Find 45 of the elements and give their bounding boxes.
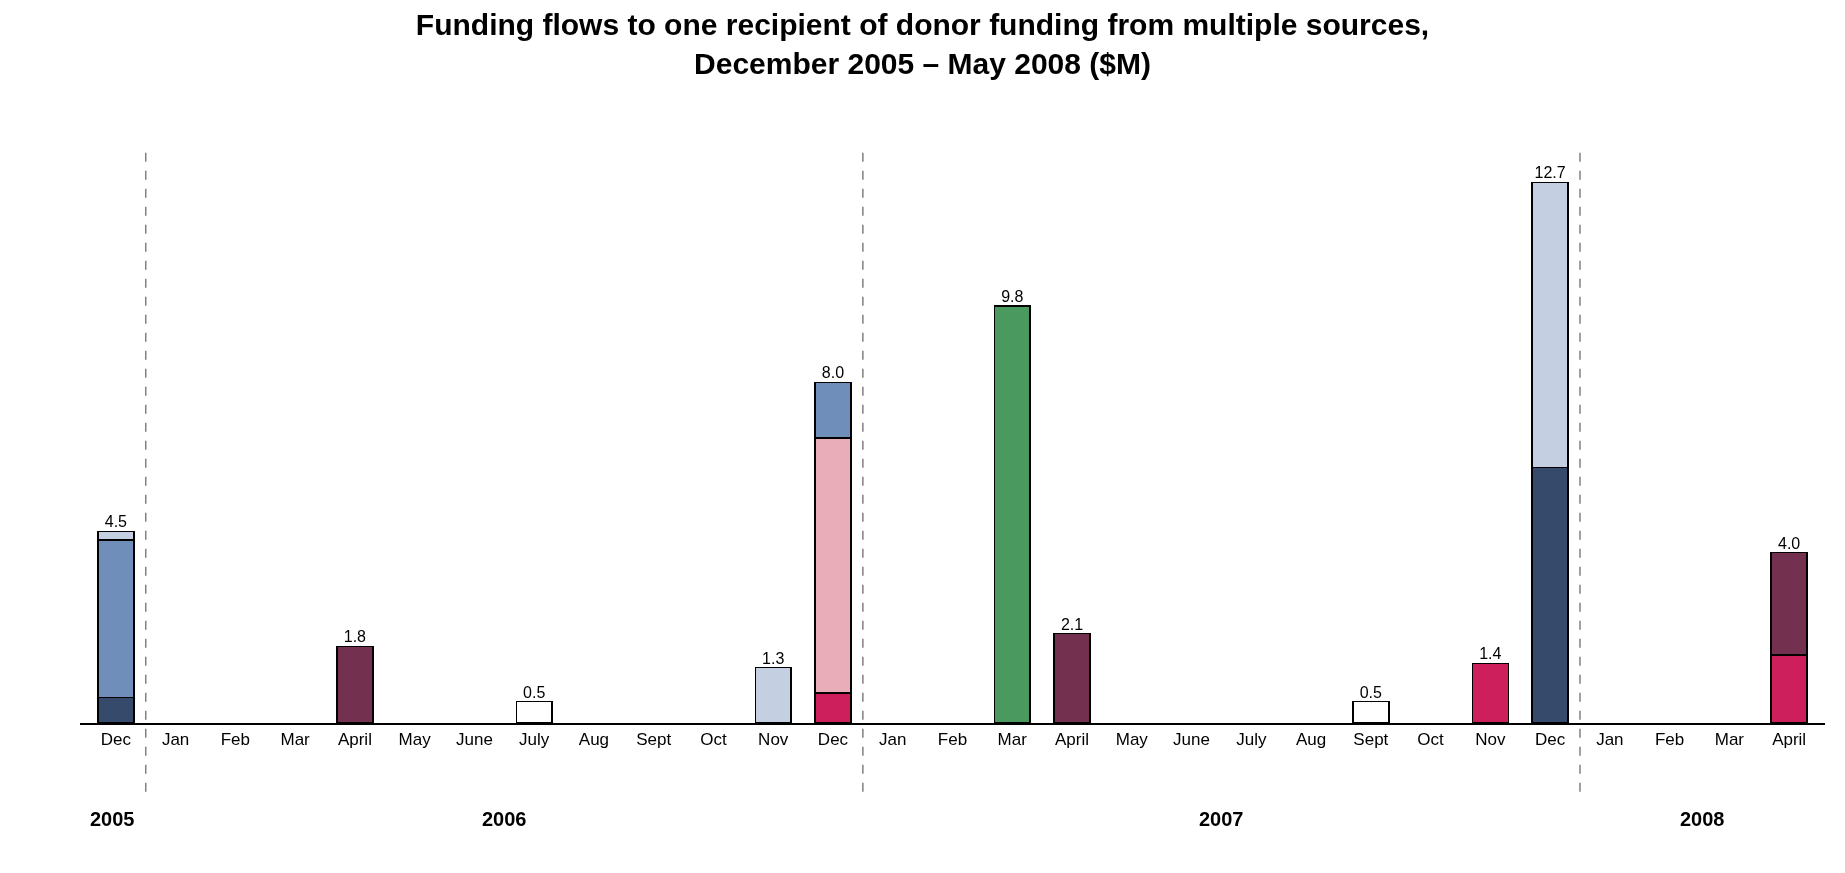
text: 2006: [482, 808, 527, 830]
x-tick-label: April: [1772, 730, 1807, 750]
x-tick-label: Jan: [161, 730, 190, 750]
x-tick-label: Mar: [1714, 730, 1745, 750]
x-tick-label: April: [1055, 730, 1090, 750]
x-tick-label: July: [519, 730, 550, 750]
x-tick-label: June: [455, 730, 493, 750]
x-tick-label: Dec: [1534, 730, 1566, 750]
x-tick-label: Nov: [1475, 730, 1506, 750]
x-tick-label: Oct: [700, 730, 727, 750]
text: 2007: [1199, 808, 1244, 830]
x-tick-label: Sept: [1353, 730, 1389, 750]
data-label: 9.8: [1001, 287, 1024, 305]
x-tick-label: Jan: [879, 730, 907, 750]
data-label: 1.8: [343, 628, 367, 646]
x-tick-label: Feb: [220, 730, 251, 750]
x-tick-label: May: [398, 730, 432, 750]
x-tick-label: Nov: [758, 730, 789, 750]
x-tick-label: Dec: [100, 730, 132, 750]
total-label: 8.0: [821, 364, 845, 382]
data-label: 1.4: [1479, 645, 1502, 663]
text: 2008: [1680, 808, 1725, 830]
x-tick-label: Feb: [1654, 730, 1685, 750]
total-label: 4.5: [104, 513, 128, 531]
x-tick-label: Dec: [817, 730, 849, 750]
x-tick-label: Jan: [1596, 730, 1624, 750]
x-tick-label: April: [337, 730, 372, 750]
x-tick-label: July: [1236, 730, 1267, 750]
total-label: 4.0: [1778, 534, 1801, 552]
x-tick-label: Feb: [937, 730, 968, 750]
x-tick-label: May: [1115, 730, 1149, 750]
x-tick-label: June: [1173, 730, 1210, 750]
text: 2005: [90, 808, 135, 830]
x-tick-label: Mar: [280, 730, 311, 750]
x-tick-label: Aug: [578, 730, 610, 750]
chart-title: Funding flows to one recipient of donor funding from multiple sources, December 2005 – May 2008 ($M): [415, 7, 1430, 80]
data-label: 0.5: [1359, 683, 1383, 701]
x-tick-label: Aug: [1295, 730, 1327, 750]
x-tick-label: Oct: [1417, 730, 1445, 750]
total-label: 12.7: [1534, 164, 1566, 182]
x-tick-label: Sept: [636, 730, 672, 750]
data-label: 2.1: [1060, 615, 1084, 633]
data-label: 1.3: [762, 649, 785, 667]
x-tick-label: Mar: [997, 730, 1028, 750]
data-label: 0.5: [523, 683, 546, 701]
